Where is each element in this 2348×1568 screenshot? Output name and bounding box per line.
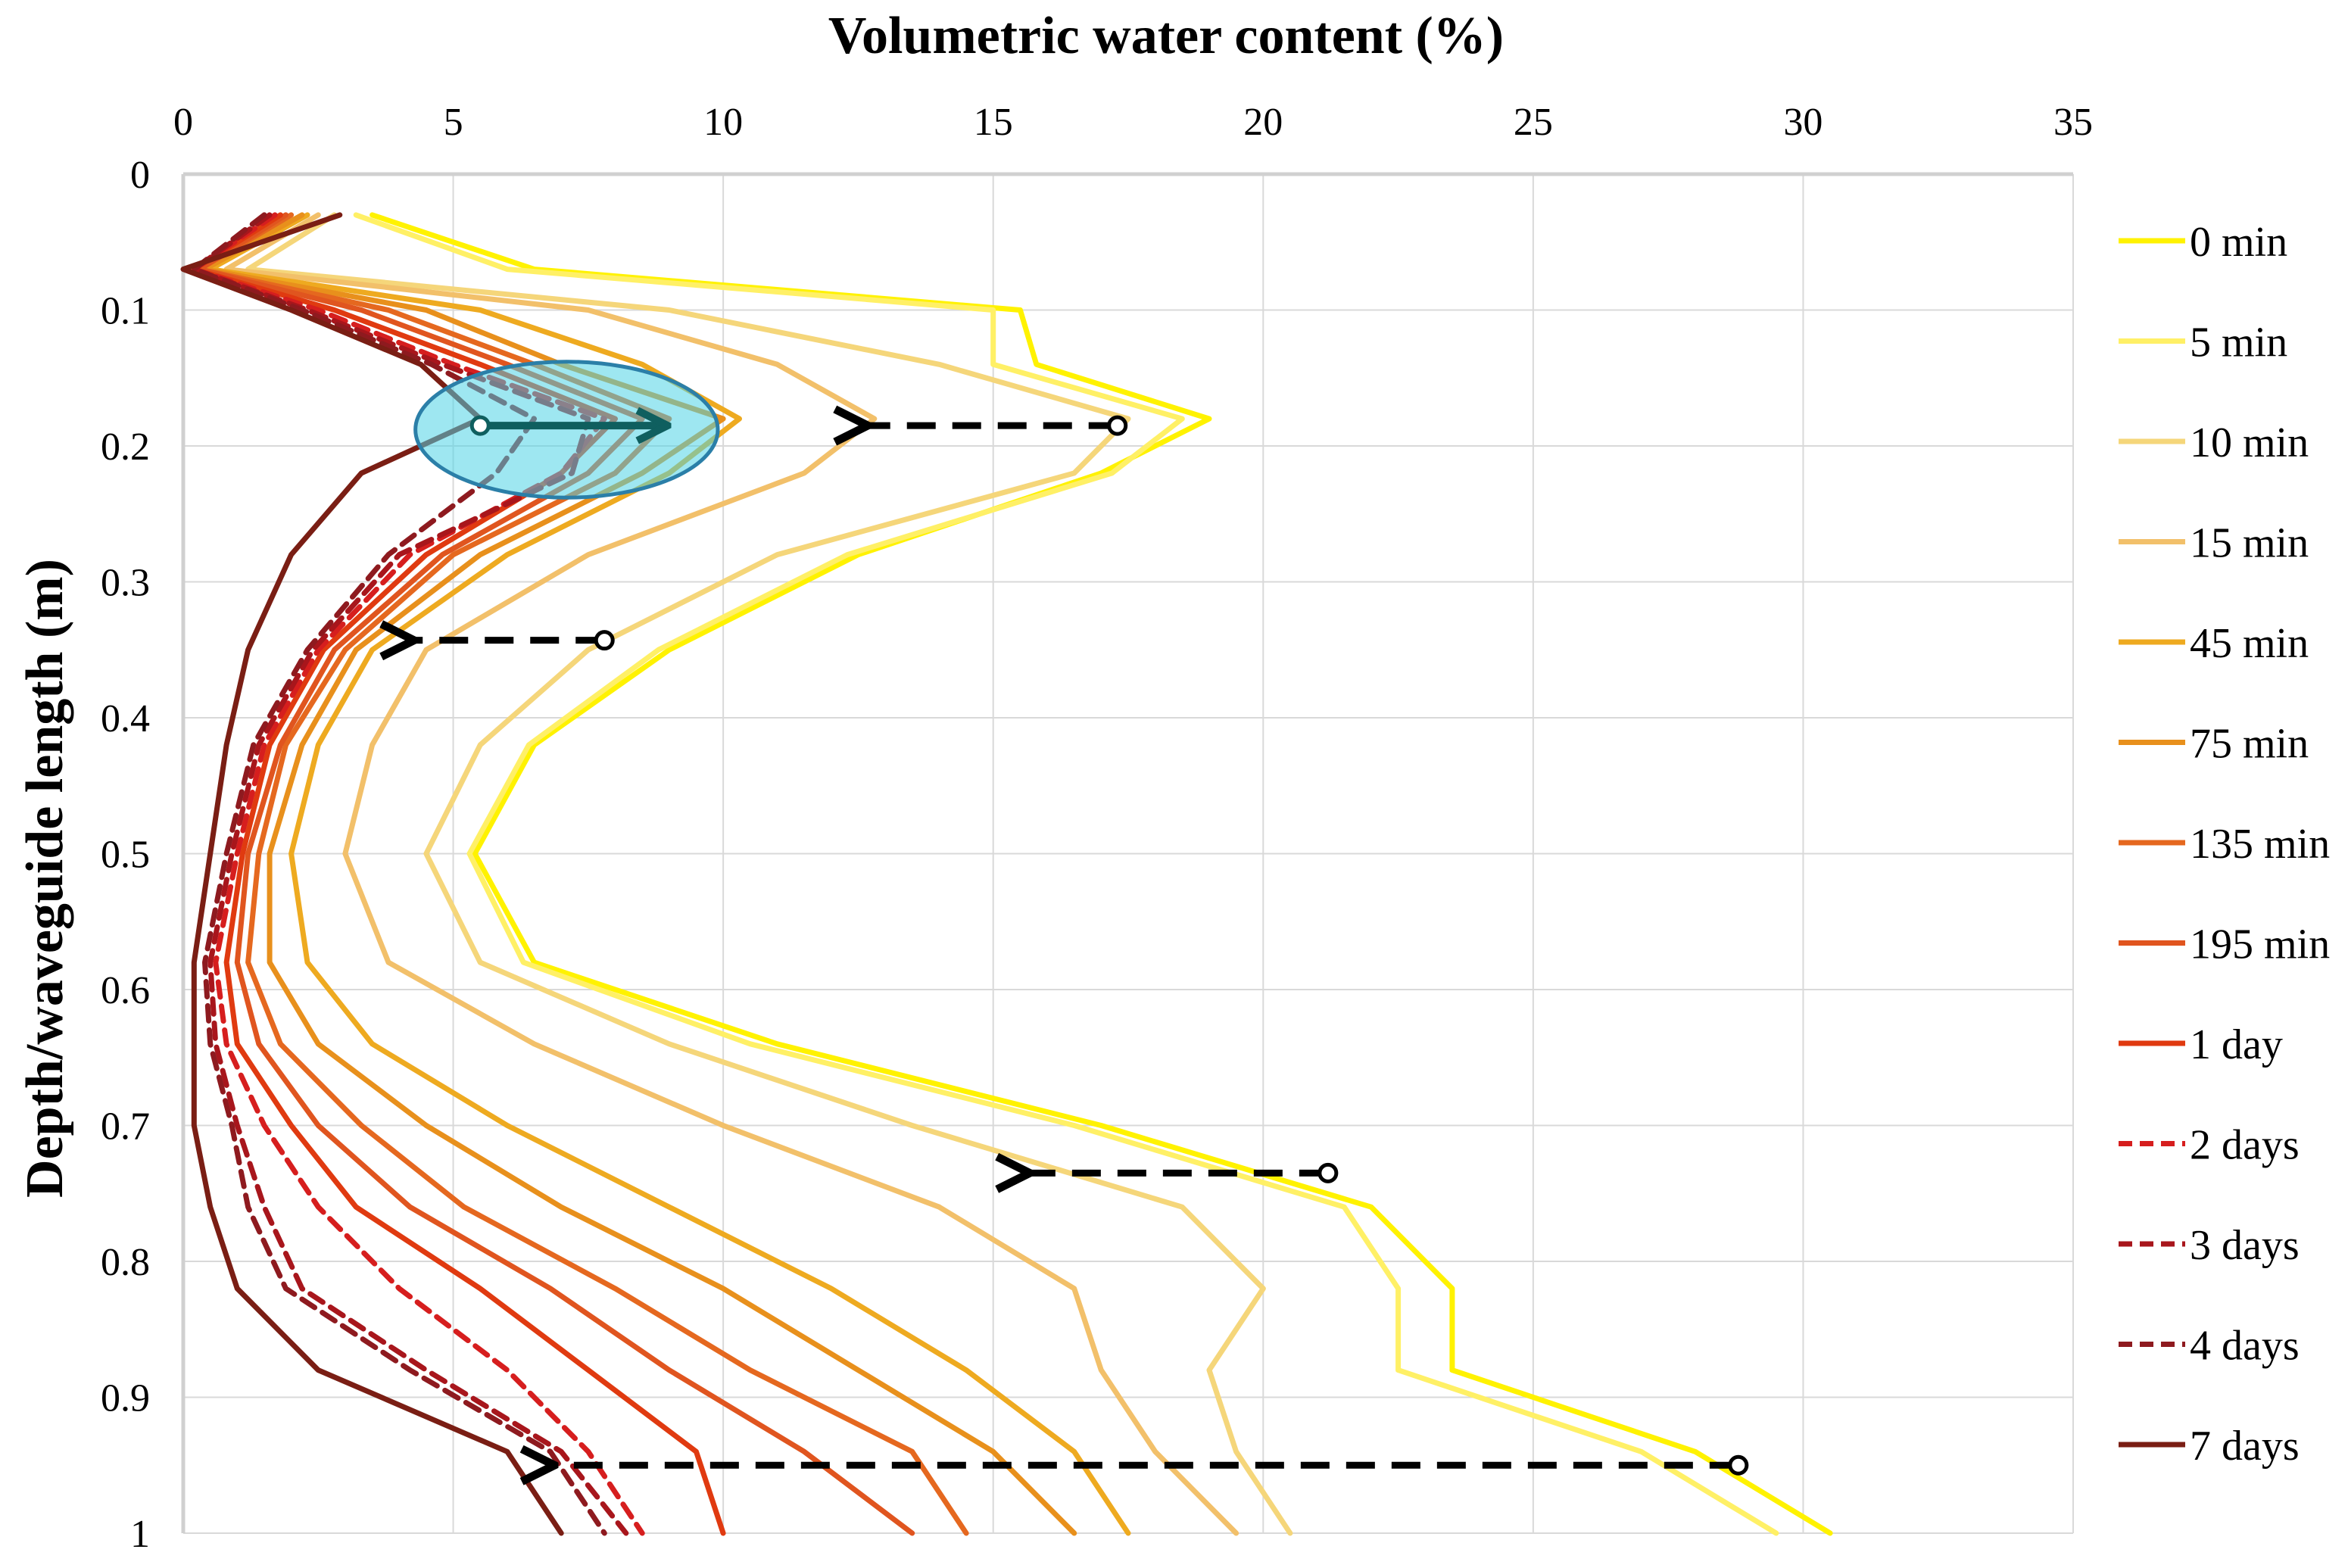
x-tick-label: 25	[1514, 101, 1553, 144]
y-tick-label: 0.8	[101, 1241, 150, 1284]
legend-label: 75 min	[2190, 721, 2309, 768]
legend-label: 15 min	[2190, 520, 2309, 567]
series-line-5-min	[353, 212, 1779, 1536]
y-tick-label: 0.4	[101, 697, 150, 740]
legend-label: 7 days	[2190, 1423, 2300, 1470]
x-tick-label: 30	[1783, 101, 1823, 144]
series-line-135-min	[196, 212, 969, 1536]
legend-label: 45 min	[2190, 620, 2309, 667]
arrow-start-marker	[594, 630, 615, 651]
legend-label: 5 min	[2190, 320, 2287, 366]
series-line-0-min	[370, 212, 1833, 1536]
annotations	[410, 360, 1749, 1476]
legend: 0 min 5 min 10 min 15 min 45 min 75 min 135 mi…	[2119, 219, 2330, 1470]
legend-label: 1 day	[2190, 1021, 2283, 1068]
series-line-7-days	[180, 212, 564, 1536]
series-line-195-min	[196, 212, 915, 1536]
chart-title: Volumetric water content (%)	[828, 7, 1505, 65]
series-line-2-days	[191, 212, 645, 1536]
axes: 0 5 10 15 20 25 30 35 0 0.1 0.2 0.3 0.4 0.5 0.6 0.7 0.8 0…	[101, 101, 2093, 1556]
series-line-1-day	[191, 212, 726, 1536]
y-tick-label: 0.3	[101, 562, 150, 605]
series-line-3-days	[191, 212, 629, 1536]
y-tick-label: 0.5	[101, 834, 150, 877]
y-tick-label: 0.1	[101, 290, 150, 333]
arrow-start-marker	[1728, 1454, 1749, 1476]
y-tick-label: 1	[130, 1513, 150, 1556]
arrow-start-marker	[469, 415, 491, 436]
series-lines	[180, 212, 1833, 1536]
x-tick-label: 10	[703, 101, 743, 144]
legend-label: 135 min	[2190, 821, 2330, 868]
legend-label: 10 min	[2190, 419, 2309, 466]
series-line-15-min	[223, 212, 1239, 1536]
arrow-start-marker	[1317, 1162, 1339, 1183]
x-tick-label: 5	[444, 101, 463, 144]
legend-label: 0 min	[2190, 219, 2287, 266]
y-tick-label: 0.7	[101, 1105, 150, 1149]
arrow-start-marker	[1107, 415, 1128, 436]
y-tick-label: 0.6	[101, 969, 150, 1012]
series-line-45-min	[207, 212, 1131, 1536]
x-tick-label: 20	[1243, 101, 1283, 144]
legend-label: 195 min	[2190, 921, 2330, 968]
legend-label: 4 days	[2190, 1323, 2300, 1370]
y-tick-label: 0.9	[101, 1377, 150, 1420]
series-line-4-days	[191, 212, 607, 1536]
series-line-75-min	[202, 212, 1077, 1536]
x-tick-label: 35	[2053, 101, 2093, 144]
x-tick-label: 15	[974, 101, 1013, 144]
y-tick-label: 0	[130, 154, 150, 197]
legend-label: 3 days	[2190, 1222, 2300, 1269]
x-tick-label: 0	[173, 101, 193, 144]
legend-label: 2 days	[2190, 1122, 2300, 1169]
y-tick-label: 0.2	[101, 426, 150, 469]
highlight-ellipse	[413, 360, 720, 500]
series-line-10-min	[245, 212, 1293, 1536]
